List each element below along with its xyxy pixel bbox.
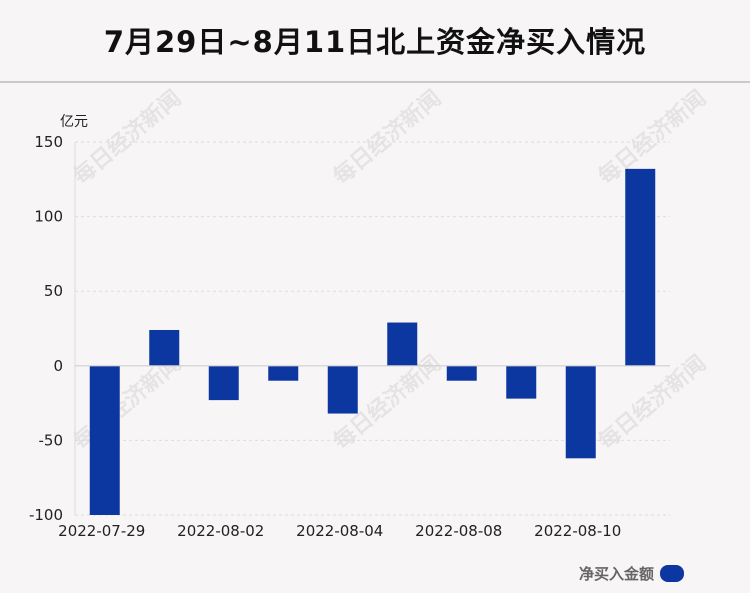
x-tick-label: 2022-08-04 (296, 522, 383, 540)
legend-label: 净买入金额 (578, 565, 654, 583)
bar (327, 365, 358, 414)
y-tick-label: 50 (44, 282, 63, 300)
bar (268, 365, 299, 381)
legend-swatch (660, 565, 684, 582)
chart-title: 7月29日~8月11日北上资金净买入情况 (103, 25, 647, 59)
y-tick-label: 100 (34, 208, 63, 226)
x-tick-label: 2022-08-08 (415, 522, 502, 540)
x-tick-label: 2022-08-02 (177, 522, 264, 540)
y-tick-label: 0 (53, 357, 63, 375)
y-tick-label: -100 (29, 506, 63, 524)
bar (625, 168, 656, 366)
bar (446, 365, 477, 381)
legend: 净买入金额 (579, 563, 684, 584)
bar (89, 365, 120, 515)
y-tick-label: -50 (39, 431, 64, 449)
bar (387, 322, 418, 366)
title-divider (0, 81, 750, 83)
bar (208, 365, 239, 401)
x-tick-label: 2022-07-29 (58, 522, 145, 540)
bar (149, 329, 180, 366)
x-tick-label: 2022-08-10 (534, 522, 621, 540)
y-tick-label: 150 (34, 133, 63, 151)
bar (565, 365, 596, 459)
y-axis-label: 亿元 (60, 114, 88, 130)
bar (506, 365, 537, 399)
